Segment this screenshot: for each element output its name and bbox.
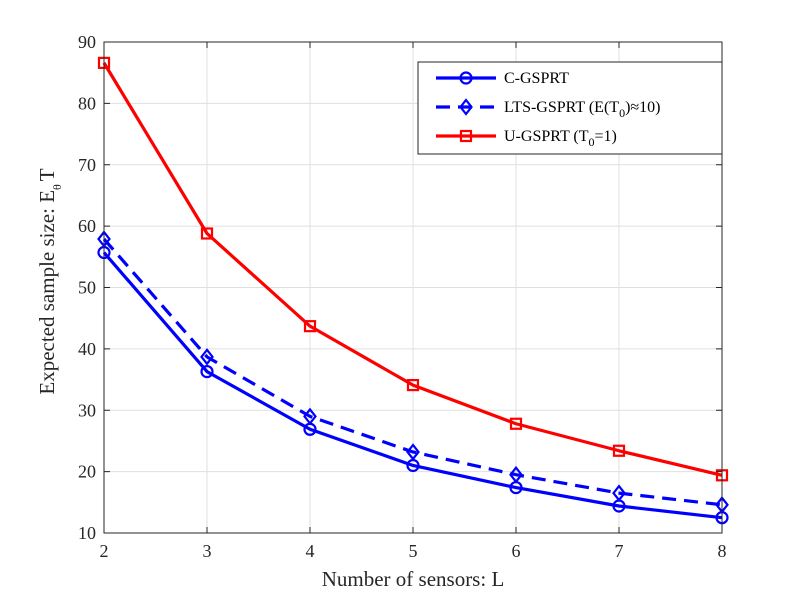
x-tick-label: 3 [203,541,212,561]
series-line [102,62,723,477]
y-tick-label: 60 [78,216,96,236]
legend-marker-circle [459,71,473,85]
legend-label: U-GSPRT (T0=1) [504,128,617,149]
y-tick-label: 40 [78,339,96,359]
y-tick-label: 20 [78,462,96,482]
y-tick-label: 50 [78,278,96,298]
legend-entry: C-GSPRT [436,70,569,87]
y-axis-title-main: Expected sample size: E [35,190,59,395]
legend-label: LTS-GSPRT (E(T0)≈10) [504,99,661,120]
y-axis-title-subscript: θ [50,184,64,190]
data-point-square [406,378,420,392]
data-point-circle [303,422,317,436]
x-axis-title: Number of sensors: L [322,567,505,591]
x-tick-label: 2 [100,541,109,561]
legend-entry: U-GSPRT (T0=1) [436,128,617,149]
data-point-circle [406,458,420,473]
x-tick-label: 8 [718,541,727,561]
y-tick-label: 70 [78,155,96,175]
x-tick-label: 7 [615,541,624,561]
x-tick-label: 5 [409,541,418,561]
data-point-square [303,320,317,333]
y-tick-label: 30 [78,400,96,420]
data-point-square [200,227,214,240]
y-tick-label: 90 [78,32,96,52]
legend-marker-square [459,129,473,143]
y-tick-label: 10 [78,523,96,543]
data-point-circle [509,480,523,495]
y-axis-title-tail: T [35,168,59,181]
data-point-circle [612,499,626,513]
data-point-diamond [200,348,214,366]
legend-label: C-GSPRT [504,70,569,87]
legend-marker-diamond [459,98,473,116]
series-line [102,237,723,507]
x-tick-label: 6 [512,541,521,561]
series-2 [97,230,729,514]
series-layer [97,56,729,525]
y-axis-title: Expected sample size: EθT [35,168,64,394]
legend: C-GSPRT LTS-GSPRT (E(T0)≈10) U-GSPRT (T0=1… [417,61,723,155]
y-tick-label: 80 [78,93,96,113]
data-point-square [509,417,523,430]
data-point-circle [200,364,214,379]
x-tick-label: 4 [306,541,315,561]
x-axis-ticks: 2 3 4 5 6 7 8 [100,42,727,561]
series-line [102,251,723,520]
y-axis-ticks: 10 20 30 40 50 60 70 80 90 [78,32,722,543]
data-point-square [612,444,626,457]
legend-entry: LTS-GSPRT (E(T0)≈10) [436,98,661,120]
